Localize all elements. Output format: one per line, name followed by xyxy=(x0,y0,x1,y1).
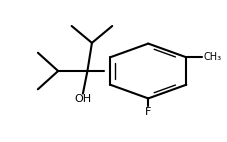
Text: CH₃: CH₃ xyxy=(203,52,221,62)
Text: OH: OH xyxy=(74,94,91,104)
Text: F: F xyxy=(145,107,151,117)
